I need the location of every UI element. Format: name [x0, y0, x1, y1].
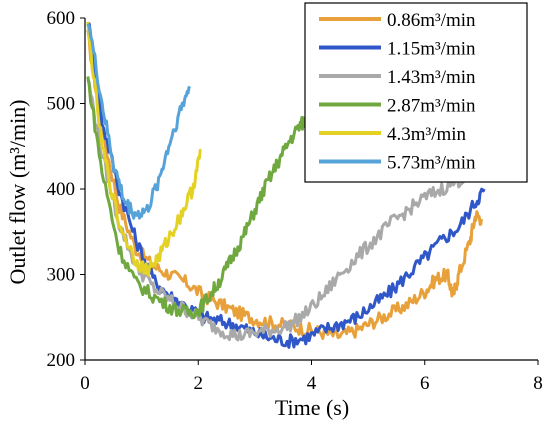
- y-tick-label: 300: [47, 265, 76, 286]
- x-axis-title: Time (s): [275, 395, 349, 420]
- x-tick-label: 4: [307, 373, 317, 394]
- legend-label: 5.73m³/min: [387, 153, 476, 174]
- series-line: [86, 21, 202, 277]
- axes: [80, 17, 539, 365]
- legend-label: 2.87m³/min: [387, 96, 476, 117]
- legend: 0.86m³/min 1.15m³/min 1.43m³/min 2.87m³/min…: [304, 2, 528, 183]
- x-tick-label: 0: [80, 373, 90, 394]
- x-tick-label: 8: [533, 373, 543, 394]
- y-tick-label: 400: [47, 179, 76, 200]
- series-line: [87, 21, 486, 349]
- y-tick-label: 500: [47, 94, 76, 115]
- series-line: [86, 76, 308, 320]
- legend-box: [304, 2, 528, 183]
- legend-label: 1.15m³/min: [387, 39, 476, 60]
- legend-label: 0.86m³/min: [387, 10, 476, 31]
- series-line: [86, 79, 483, 342]
- y-tick-label: 200: [47, 350, 76, 371]
- y-axis-title: Outlet flow (m³/min): [5, 99, 30, 284]
- x-tick-label: 2: [194, 373, 204, 394]
- y-tick-label: 600: [47, 8, 76, 29]
- legend-label: 1.43m³/min: [387, 67, 476, 88]
- series-line: [86, 23, 192, 220]
- x-tick-label: 6: [420, 373, 430, 394]
- plot-lines: [86, 21, 486, 349]
- legend-label: 4.3m³/min: [387, 124, 467, 145]
- tick-labels: 200 300 400 500 600 0 2 4 6 8: [47, 8, 543, 394]
